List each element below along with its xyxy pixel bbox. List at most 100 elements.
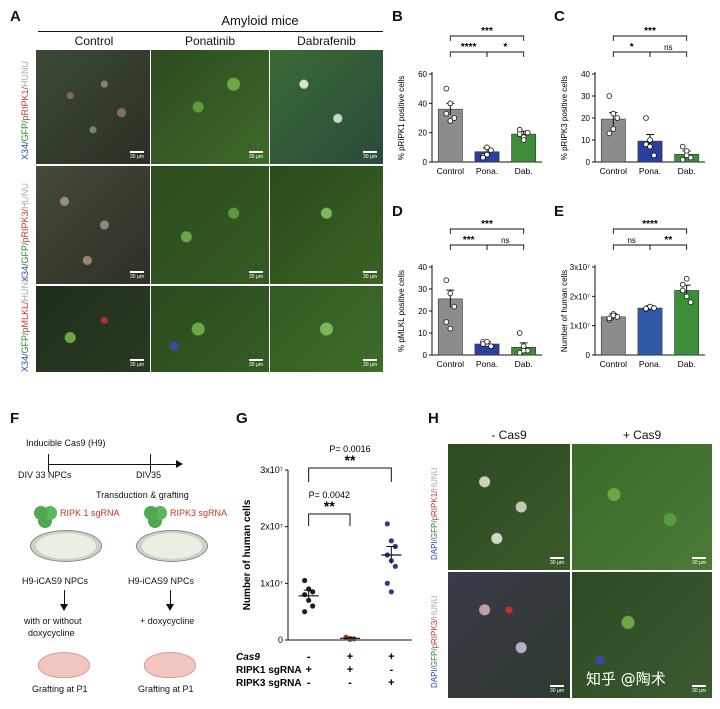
data-point (679, 281, 686, 288)
condition-mark: + (305, 664, 311, 676)
condition-mark: + (347, 664, 353, 676)
scale-bar: 30 µm (363, 151, 377, 160)
data-point (520, 137, 527, 143)
data-point (516, 131, 523, 137)
y-tick-label: 0 (586, 158, 591, 167)
data-point (384, 521, 390, 527)
data-point (443, 277, 450, 283)
culture-dish-icon (30, 530, 102, 562)
condition-row-label: RIPK1 sgRNA (236, 665, 302, 676)
chart-g: 0 1x10⁷ 2x10⁷ 3x10⁷ Number of human cells P= … (236, 444, 412, 689)
micrograph-h-plus-cas9-ripk3: 知乎 @陶术 30 µm (572, 572, 712, 698)
data-point (451, 303, 458, 310)
p-value-label: P= 0.0042 (309, 490, 350, 500)
inducible-cas9-label: Inducible Cas9 (H9) (26, 438, 106, 448)
data-point (447, 290, 454, 297)
scale-bar: 30 µm (249, 359, 263, 368)
data-point (610, 126, 617, 132)
data-point (516, 330, 523, 336)
data-point (447, 118, 454, 124)
data-point (683, 293, 690, 300)
condition-mark: - (307, 677, 311, 689)
bar (437, 108, 463, 163)
significance-label: *** (481, 219, 493, 230)
data-point (302, 609, 308, 615)
condition-row-label: RIPK3 sgRNA (236, 678, 302, 689)
data-point (643, 305, 649, 312)
y-tick-label: 2x10⁷ (570, 292, 590, 301)
y-axis-label: Number of human cells (560, 270, 569, 352)
condition-mark: + (388, 677, 394, 689)
x-tick-label: Pona. (476, 359, 498, 369)
graft-left-label: Grafting at P1 (32, 684, 88, 694)
y-tick-label: 20 (581, 114, 590, 123)
data-point (302, 592, 308, 598)
panel-label-g: G (236, 410, 248, 427)
data-point (480, 154, 486, 161)
significance-label: * (503, 42, 507, 53)
significance-label: **** (461, 42, 477, 53)
y-tick-label: 0 (278, 635, 283, 645)
y-tick-label: 0 (423, 158, 428, 167)
npc-left-label: H9-iCAS9 NPCs (22, 576, 89, 586)
y-tick-label: 0 (586, 351, 591, 360)
data-point (683, 152, 690, 159)
micrograph-a-dabrafenib-ripk3: 30 µm (270, 166, 383, 284)
data-point (388, 589, 394, 595)
panel-label-b: B (392, 8, 403, 25)
significance-label: * (630, 42, 634, 53)
data-point (647, 137, 653, 143)
y-axis-label: Number of human cells (242, 499, 253, 610)
significance-bracket (612, 244, 651, 250)
data-point (388, 538, 394, 544)
y-tick-label: 30 (418, 285, 427, 294)
significance-label: ** (324, 498, 335, 514)
x-tick-label: Dab. (678, 166, 696, 176)
timeline-line (48, 464, 178, 465)
y-axis-label: % pMLKL positive cells (397, 270, 406, 352)
data-point (384, 580, 390, 586)
significance-bracket (649, 51, 688, 57)
condition-mark: + (388, 651, 394, 663)
data-point (451, 115, 458, 121)
significance-bracket (308, 467, 392, 482)
mouse-pup-icon (38, 652, 90, 678)
x-tick-label: Pona. (476, 166, 498, 176)
panel-a-col-control: Control (74, 34, 114, 48)
micrograph-a-control-ripk1: 30 µm (36, 50, 150, 164)
significance-label: *** (463, 235, 475, 246)
panel-label-c: C (554, 8, 565, 25)
culture-dish-icon (136, 530, 208, 562)
y-tick-label: 3x10⁷ (570, 263, 590, 272)
data-point (651, 152, 657, 159)
y-axis-label: % pRIPK3 positive cells (560, 76, 569, 160)
micrograph-a-ponatinib-mlkl: 30 µm (151, 286, 269, 372)
treatment-left-line2: doxycycline (28, 628, 75, 638)
x-tick-label: Control (600, 359, 628, 369)
panel-a-row-label-2: X34/GFP/pRIPK3/HUNU (20, 182, 30, 282)
y-tick-label: 10 (418, 329, 427, 338)
x-tick-label: Control (437, 166, 465, 176)
down-arrow-icon (166, 604, 174, 611)
y-tick-label: 2x10⁷ (260, 522, 283, 532)
data-point (443, 110, 450, 117)
significance-bracket (486, 244, 525, 250)
y-tick-label: 40 (581, 70, 590, 79)
condition-mark: - (389, 664, 393, 676)
data-point (606, 315, 613, 322)
data-point (302, 577, 308, 584)
data-point (488, 147, 494, 154)
scale-bar: 30 µm (550, 685, 564, 694)
down-arrow-icon (60, 604, 68, 611)
panel-h-row-label-1: DAPI/GFP/pRIPK1/HUNU (430, 467, 439, 560)
micrograph-h-minus-cas9-ripk1: 30 µm (448, 444, 570, 570)
panel-label-d: D (392, 203, 403, 220)
virus-icon (144, 506, 158, 520)
data-point (443, 319, 450, 325)
data-point (679, 287, 686, 294)
panel-a-row-label-3: X34/GFP/pMLKL/HUNU (20, 275, 30, 372)
scale-bar: 30 µm (550, 557, 564, 566)
panel-a-row-label-1: X34/GFP/pRIPK1/HUNU (20, 60, 30, 160)
scale-bar: 30 µm (692, 557, 706, 566)
data-point (687, 299, 694, 305)
